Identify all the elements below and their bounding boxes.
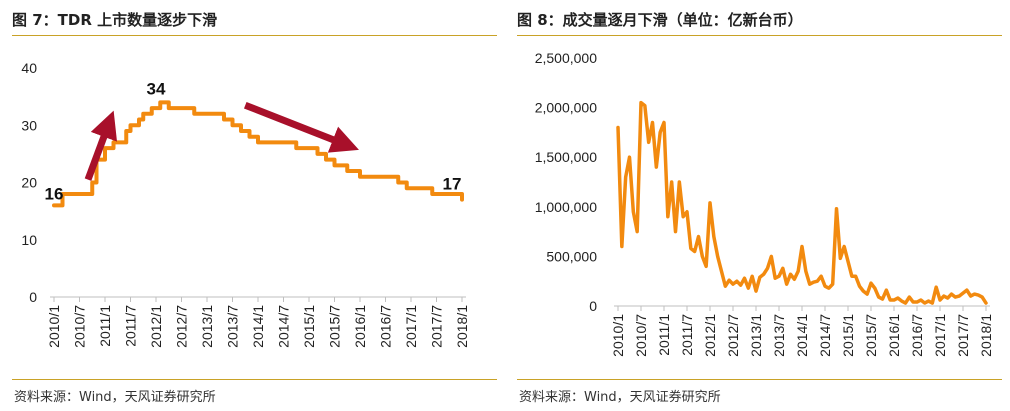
data-label: 34 [147, 79, 166, 98]
x-tick-label: 2015/7 [863, 314, 879, 357]
y-tick-label: 0 [29, 289, 37, 305]
x-tick-label: 2010/1 [46, 305, 62, 348]
x-tick-label: 2010/1 [610, 314, 626, 357]
x-tick-label: 2012/7 [725, 314, 741, 357]
x-tick-label: 2017/1 [403, 305, 419, 348]
series-line [52, 100, 464, 208]
x-tick-label: 2015/7 [327, 305, 343, 348]
x-tick-label: 2016/7 [378, 305, 394, 348]
data-label: 16 [45, 184, 64, 203]
y-tick-label: 1,500,000 [535, 149, 597, 165]
trend-arrow [84, 110, 118, 181]
x-tick-label: 2011/7 [679, 314, 695, 356]
source-divider [517, 379, 1002, 380]
y-tick-label: 10 [21, 232, 37, 248]
x-tick-label: 2013/7 [225, 305, 241, 348]
title-divider [12, 35, 497, 36]
trading-volume-chart: 0 500,000 1,000,000 1,500,000 2,000,000 2,500… [535, 50, 994, 357]
tdr-listings-chart: 0 10 20 30 40 2010/1 2010/7 2011/1 2011/7 2012/1 2… [21, 60, 470, 348]
y-tick-label: 2,000,000 [535, 100, 597, 116]
x-tick-label: 2012/1 [702, 314, 718, 357]
x-tick-label: 2014/7 [817, 314, 833, 357]
data-label: 17 [443, 175, 462, 194]
x-tick-label: 2011/1 [656, 314, 672, 356]
x-tick-label: 2012/1 [148, 305, 164, 348]
trend-arrow [243, 101, 359, 153]
chart-title: 图 7：TDR 上市数量逐步下滑 [12, 11, 218, 29]
x-tick-label: 2014/7 [276, 305, 292, 348]
x-tick-label: 2013/1 [199, 305, 215, 348]
chart-panel-trading-volume: 图 8：成交量逐月下滑（单位：亿新台币） 0 500,000 1,000,000 1,… [505, 0, 1010, 411]
y-tick-label: 2,500,000 [535, 50, 597, 66]
y-tick-label: 500,000 [546, 248, 597, 264]
x-tick-label: 2018/1 [454, 305, 470, 348]
x-tick-label: 2011/1 [97, 305, 113, 347]
x-tick-label: 2016/7 [909, 314, 925, 357]
x-tick-label: 2010/7 [72, 305, 88, 348]
x-tick-label: 2013/1 [748, 314, 764, 357]
y-tick-label: 40 [21, 60, 37, 76]
x-tick-label: 2013/7 [771, 314, 787, 357]
x-tick-label: 2017/7 [429, 305, 445, 348]
x-tick-label: 2012/7 [174, 305, 190, 348]
x-tick-label: 2014/1 [250, 305, 266, 348]
x-tick-label: 2015/1 [301, 305, 317, 348]
x-tick-label: 2017/1 [932, 314, 948, 357]
x-tick-label: 2015/1 [840, 314, 856, 357]
title-divider [517, 35, 1002, 36]
chart-panel-tdr-listings: 图 7：TDR 上市数量逐步下滑 0 10 20 30 40 2010/1 2010/7 20… [12, 11, 497, 405]
y-tick-label: 20 [21, 175, 37, 191]
source-note: 资料来源：Wind，天风证券研究所 [14, 390, 216, 405]
y-tick-label: 1,000,000 [535, 199, 597, 215]
y-tick-label: 0 [589, 298, 597, 314]
source-note: 资料来源：Wind，天风证券研究所 [519, 390, 721, 405]
x-tick-label: 2011/7 [123, 305, 139, 347]
chart-title: 图 8：成交量逐月下滑（单位：亿新台币） [517, 11, 803, 29]
x-tick-label: 2016/1 [352, 305, 368, 348]
y-tick-label: 30 [21, 117, 37, 133]
source-divider [12, 379, 497, 380]
x-tick-label: 2010/7 [633, 314, 649, 357]
x-tick-label: 2018/1 [978, 314, 994, 357]
x-tick-label: 2017/7 [955, 314, 971, 357]
series-line [616, 100, 988, 305]
x-tick-label: 2016/1 [886, 314, 902, 357]
x-tick-label: 2014/1 [794, 314, 810, 357]
